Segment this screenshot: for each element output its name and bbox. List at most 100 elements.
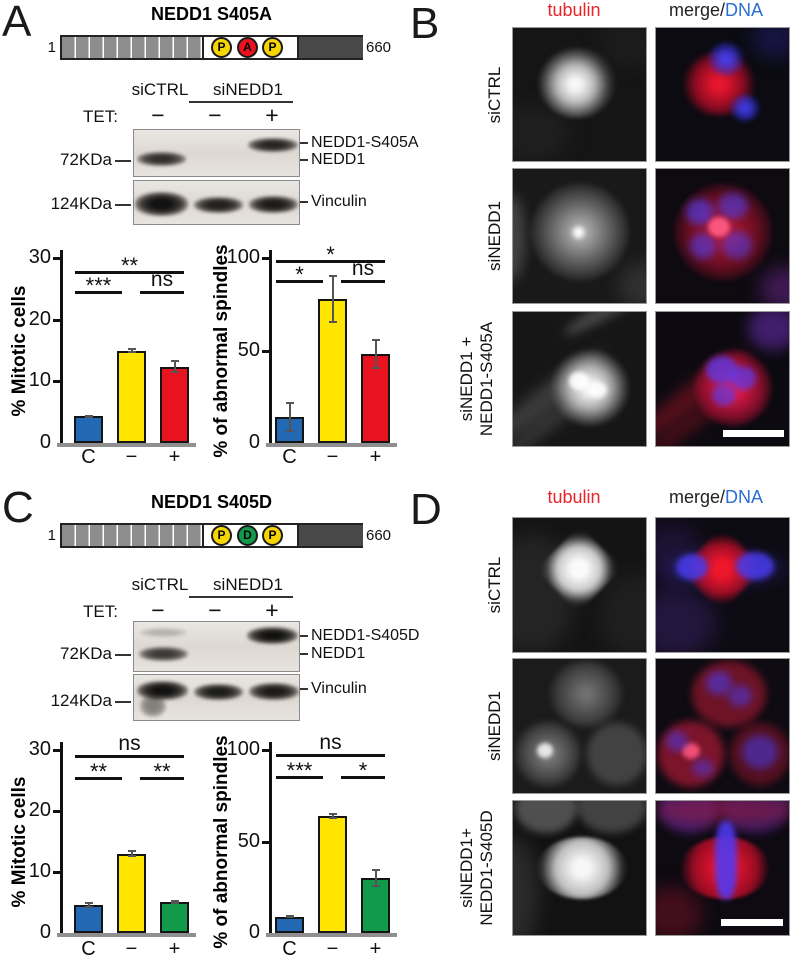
error-bar-cap (84, 905, 93, 908)
error-bar (87, 414, 90, 419)
centrosome-dot (570, 224, 587, 241)
dna-blob (692, 759, 714, 777)
dna-blob (690, 233, 716, 259)
x-tick-label: − (125, 938, 138, 960)
tet-sign: − (208, 597, 222, 623)
micrograph-b-sinedd1-merge (655, 168, 790, 304)
construct-end-label: 660 (366, 527, 392, 544)
scale-bar (721, 919, 783, 926)
bar-− (318, 298, 347, 443)
tet-sign: − (208, 102, 222, 128)
centrosome-dot (708, 217, 730, 237)
blot-band (140, 695, 166, 717)
band-tick (300, 688, 308, 690)
phospho-site-icon: P (211, 37, 232, 58)
group-underline (189, 596, 293, 598)
y-axis (60, 742, 63, 933)
band-tick (300, 159, 308, 161)
micrograph-d-rescue-merge (655, 800, 790, 936)
marker-124kda: 124KDa (50, 194, 112, 213)
sig-line (75, 291, 122, 294)
panel-b-letter: B (410, 0, 440, 48)
centrosome-dot (682, 743, 700, 759)
blot-vinculin-c (133, 674, 300, 721)
x-tick-label: − (326, 938, 339, 960)
y-axis (269, 250, 272, 443)
x-tick-label: + (168, 446, 181, 468)
dna-blob (712, 384, 736, 406)
error-bar (288, 402, 291, 432)
fiber-streak (560, 312, 646, 341)
dna-blob (742, 735, 778, 769)
error-bar-cap (328, 320, 337, 323)
error-bar-cap (328, 816, 337, 819)
error-bar (374, 339, 377, 369)
y-axis-label: % Mitotic cells (9, 285, 30, 416)
x-tick-label: + (369, 446, 382, 468)
blot-band (194, 197, 243, 213)
marker-72kda: 72KDa (60, 150, 112, 169)
cell-blob (587, 723, 646, 785)
micrograph-b-sictrl-merge (655, 27, 790, 162)
y-tick-label: 50 (237, 829, 260, 852)
construct-start-label: 1 (47, 39, 56, 56)
error-bar (173, 359, 176, 374)
lane-group-sictrl: siCTRL (131, 575, 189, 594)
column-header-tubulin: tubulin (547, 0, 601, 20)
dna-label: DNA (725, 487, 764, 507)
band-tick (300, 653, 308, 655)
error-bar-cap (371, 367, 380, 369)
column-header-merge-dna: merge/DNA (654, 487, 778, 508)
lane-group-sinedd1: siNEDD1 (213, 575, 283, 594)
dna-blob (736, 552, 774, 580)
micrograph-d-sictrl-merge (655, 517, 790, 653)
error-bar-cap (127, 348, 136, 351)
error-bar (288, 915, 291, 918)
dna-label: DNA (725, 0, 764, 20)
blot-band (249, 683, 299, 700)
sig-line (75, 271, 184, 274)
blot-band (139, 647, 188, 661)
micrograph-b-sinedd1-tubulin (512, 168, 647, 304)
dna-blob (748, 312, 789, 350)
panel-a-title: NEDD1 S405A (150, 4, 273, 24)
row-label-sictrl-d: siCTRL (485, 556, 504, 614)
y-tick-label: 0 (39, 431, 51, 453)
marker-dash (115, 160, 131, 162)
error-bar-cap (127, 350, 136, 353)
cell-blob (513, 837, 539, 935)
bar-C (74, 904, 103, 933)
error-bar-cap (127, 850, 136, 853)
cell-blob (656, 887, 702, 935)
y-tick-label: 0 (248, 921, 260, 943)
dna-blob (760, 267, 789, 303)
y-tick-label: 10 (28, 369, 51, 392)
y-tick (53, 257, 63, 260)
cell-blob (549, 661, 623, 727)
group-underline (189, 101, 293, 103)
error-bar-cap (371, 885, 380, 888)
y-tick-label: 100 (226, 738, 260, 760)
cell-blob (656, 801, 789, 823)
blot-vinculin-a (133, 180, 300, 225)
tet-label: TET: (83, 107, 118, 126)
row-label-sictrl-b: siCTRL (485, 66, 504, 124)
error-bar-cap (285, 915, 294, 918)
error-bar (331, 813, 334, 819)
sig-label: ns (150, 268, 174, 291)
y-tick (262, 840, 272, 844)
row-label-sinedd1-b: siNEDD1 (485, 201, 504, 271)
sig-line (276, 754, 385, 757)
y-tick (262, 257, 272, 260)
error-bar-cap (328, 813, 337, 816)
x-tick-label: C (81, 446, 96, 468)
cell-blob (601, 574, 646, 652)
bar-C (275, 417, 304, 443)
mutation-site-icon: D (237, 525, 258, 546)
micrograph-b-rescue-merge (655, 311, 790, 447)
error-bar-cap (170, 371, 179, 374)
marker-124kda: 124KDa (50, 691, 112, 710)
dna-blob (708, 42, 744, 76)
error-bar-cap (371, 868, 380, 871)
